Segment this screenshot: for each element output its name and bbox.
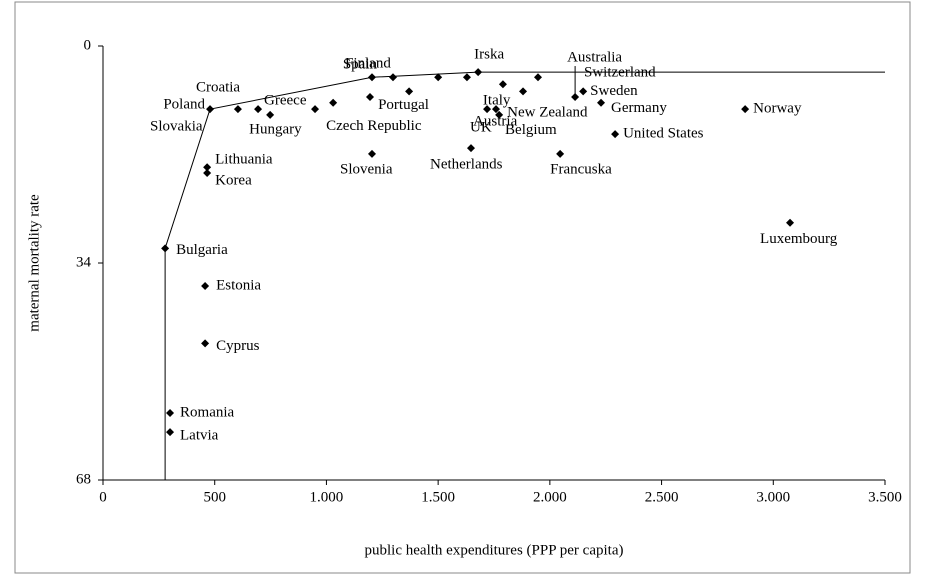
data-point	[556, 149, 565, 158]
data-point	[466, 144, 475, 153]
point-label: New Zealand	[507, 104, 588, 120]
point-label: United States	[623, 126, 704, 142]
x-axis-title: public health expenditures (PPP per capi…	[365, 542, 624, 558]
x-tick-label: 1.000	[310, 489, 344, 505]
data-point	[166, 408, 175, 417]
data-point	[462, 73, 471, 82]
y-tick-label: 0	[84, 37, 92, 53]
point-label: Poland	[163, 97, 205, 113]
point-label: Finland	[345, 56, 391, 72]
x-tick-label: 1.500	[421, 489, 455, 505]
data-point	[786, 218, 795, 227]
point-label: Estonia	[216, 277, 261, 293]
point-label: Germany	[611, 100, 667, 116]
data-point	[254, 105, 263, 114]
data-point	[579, 87, 588, 96]
x-tick-label: 2.000	[533, 489, 567, 505]
point-label: Netherlands	[430, 157, 503, 173]
point-label: UK	[470, 120, 492, 136]
point-label: Hungary	[249, 121, 302, 137]
point-label: Greece	[264, 93, 307, 109]
data-point	[495, 110, 504, 119]
data-point	[474, 68, 483, 77]
data-point	[206, 105, 215, 114]
point-label: Sweden	[590, 83, 638, 99]
y-tick-label: 68	[76, 471, 91, 487]
point-label: Bulgaria	[176, 242, 228, 258]
data-point	[203, 163, 212, 172]
data-point	[534, 73, 543, 82]
x-tick-label: 3.000	[756, 489, 790, 505]
data-point	[201, 339, 210, 348]
data-point	[519, 87, 528, 96]
point-label: Slovakia	[150, 119, 203, 135]
point-label: Slovenia	[340, 161, 393, 177]
x-tick-label: 500	[203, 489, 226, 505]
data-point	[365, 93, 374, 102]
point-label: Luxembourg	[760, 231, 838, 247]
data-point	[233, 105, 242, 114]
point-label: Spain	[343, 57, 378, 73]
data-point	[741, 105, 750, 114]
point-label: Cyprus	[216, 338, 260, 354]
data-point	[201, 281, 210, 290]
data-point	[405, 87, 414, 96]
data-point	[483, 105, 492, 114]
y-axis-title: maternal mortality rate	[26, 194, 42, 332]
point-label: Korea	[215, 172, 252, 188]
point-label: Lithuania	[215, 152, 273, 168]
point-label: Portugal	[378, 97, 429, 113]
data-point	[597, 98, 606, 107]
point-label: Francuska	[550, 161, 612, 177]
frontier-line	[164, 71, 885, 480]
point-label: Latvia	[180, 428, 219, 444]
y-tick-label: 34	[76, 254, 92, 270]
point-label: Switzerland	[584, 65, 656, 81]
point-label: Austria	[473, 114, 518, 130]
data-point	[498, 80, 507, 89]
point-label: Australia	[567, 49, 622, 65]
point-label: Norway	[753, 101, 802, 117]
x-tick-label: 2.500	[645, 489, 679, 505]
data-point	[368, 73, 377, 82]
x-tick-label: 3.500	[868, 489, 902, 505]
data-point	[434, 73, 443, 82]
data-point	[203, 169, 212, 178]
point-label: Croatia	[196, 80, 240, 96]
point-label: Belgium	[505, 122, 557, 138]
data-point	[368, 149, 377, 158]
point-label: Romania	[180, 404, 234, 420]
data-point	[266, 110, 275, 119]
point-label: Irska	[474, 47, 504, 63]
frame	[14, 1, 911, 574]
data-point	[389, 73, 398, 82]
data-point	[166, 428, 175, 437]
point-label: Italy	[483, 93, 511, 109]
data-point	[311, 105, 320, 114]
point-label: Czech Republic	[326, 118, 422, 134]
data-point	[492, 105, 501, 114]
data-point	[161, 244, 170, 253]
data-point	[611, 130, 620, 139]
x-tick-label: 0	[99, 489, 107, 505]
data-point	[329, 98, 338, 107]
